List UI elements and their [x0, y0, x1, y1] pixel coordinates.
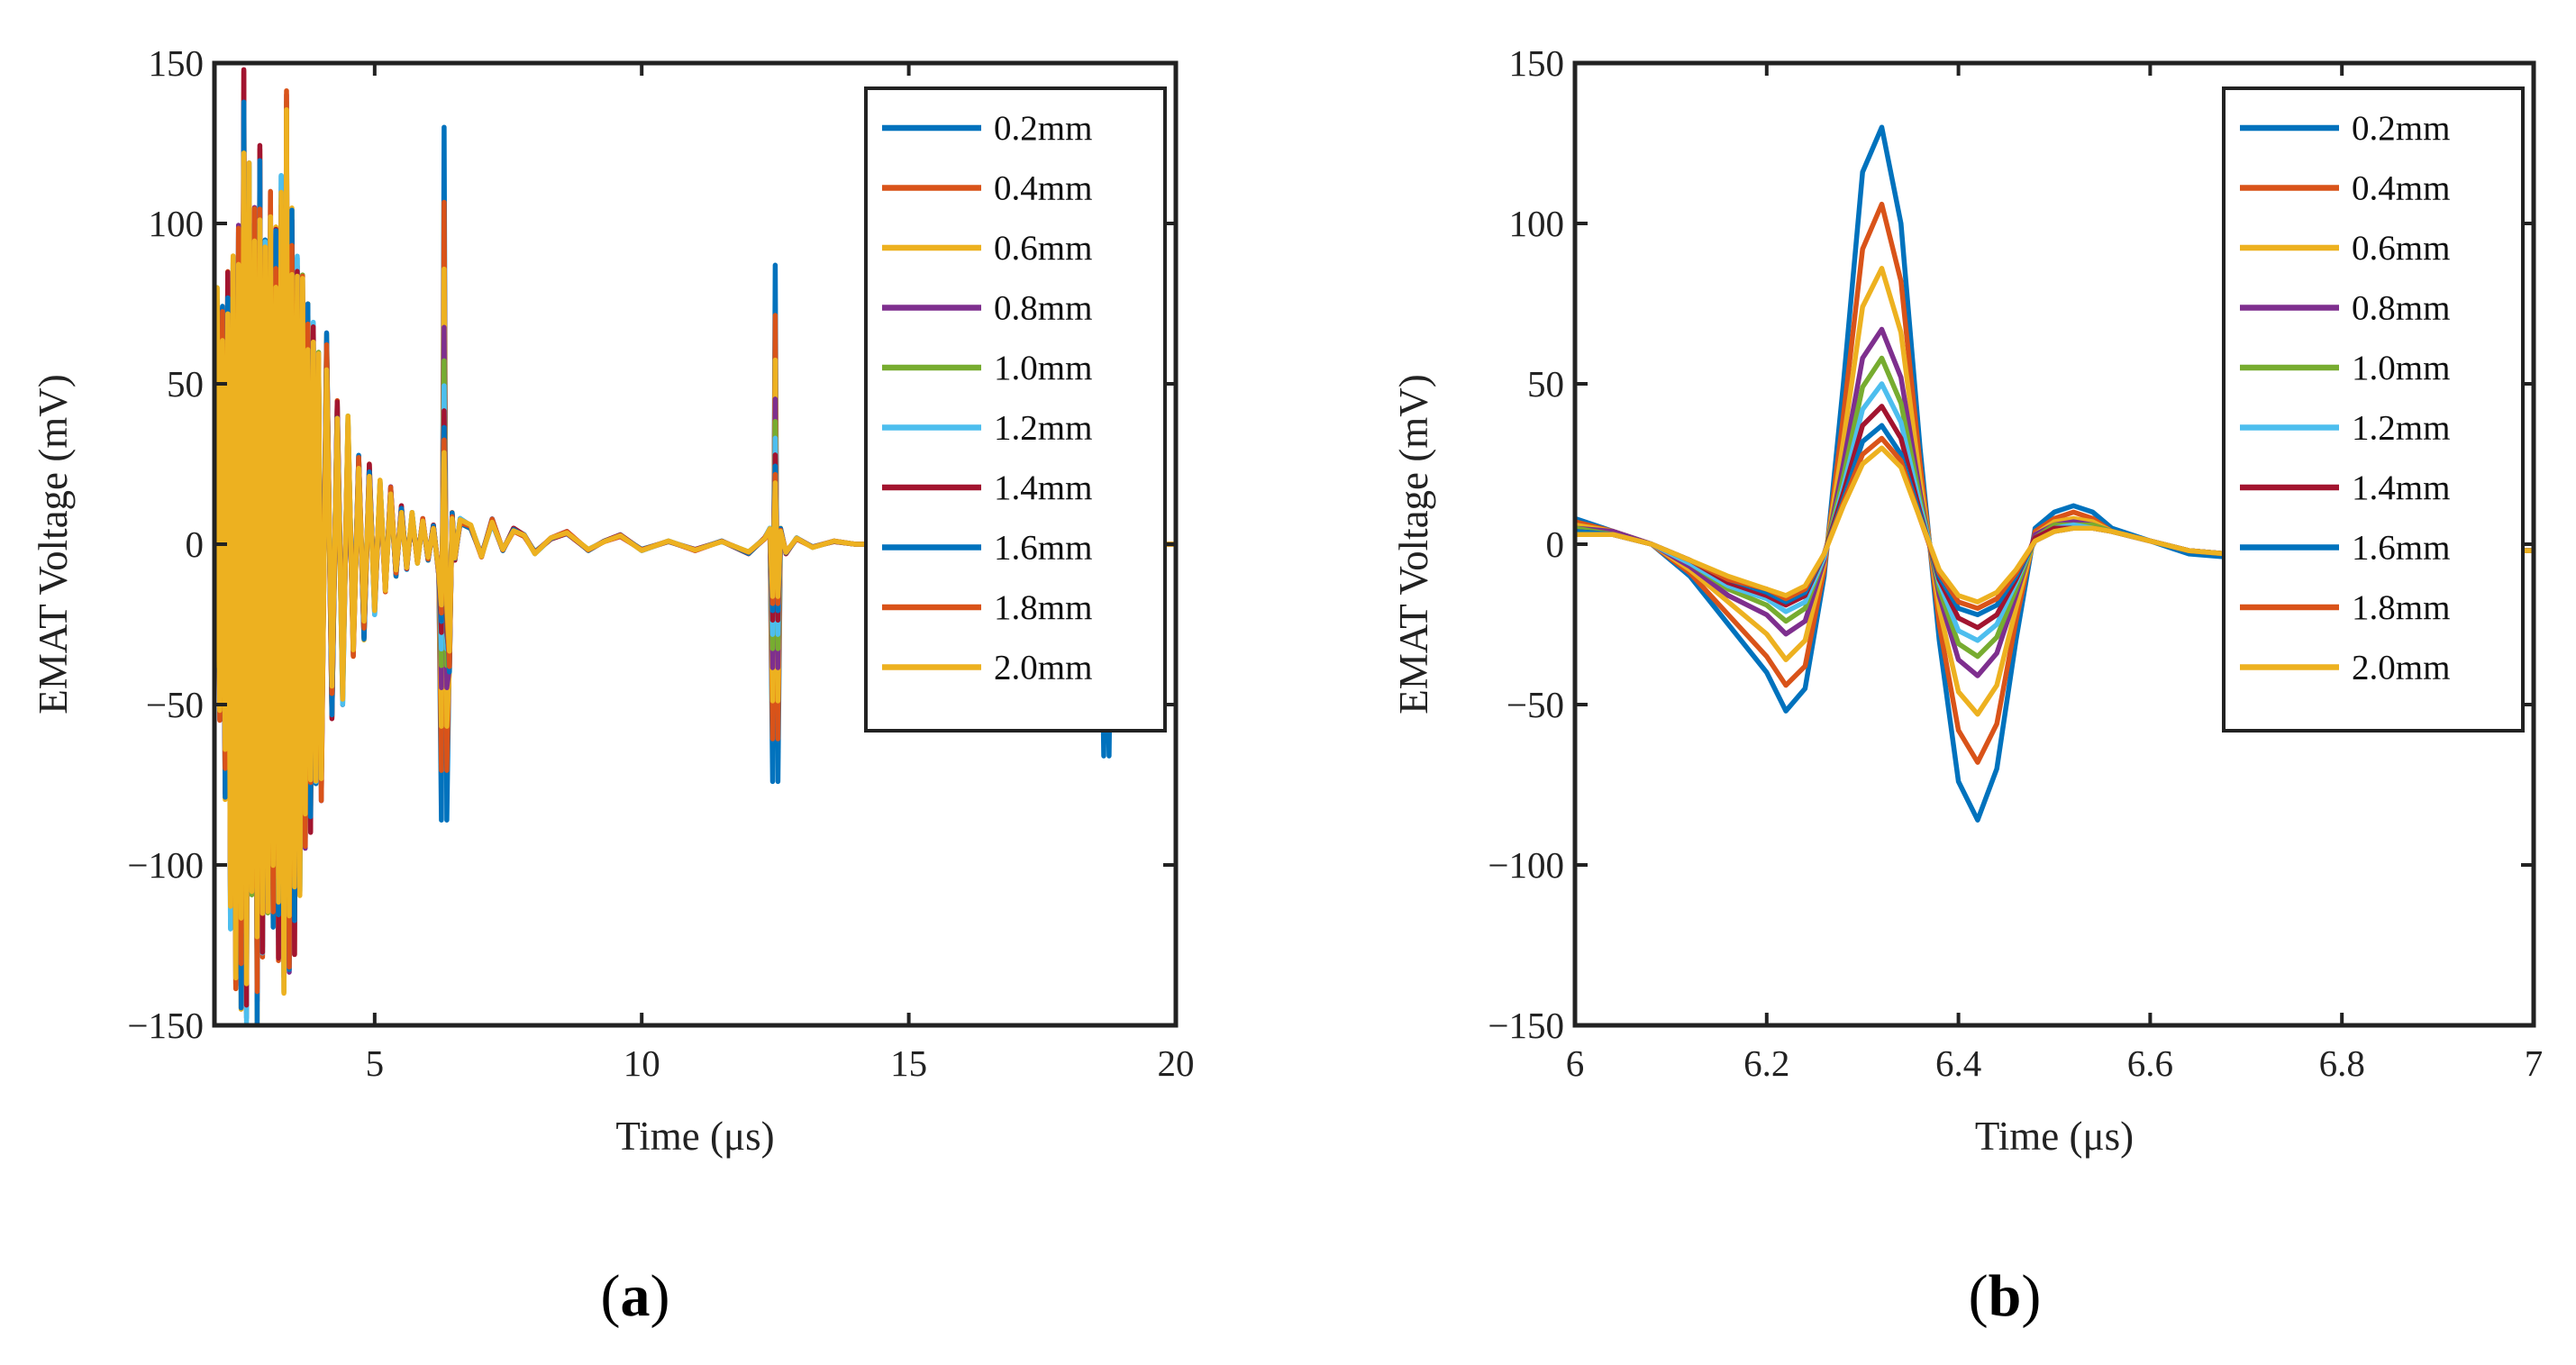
y-tick-label: 150: [149, 42, 205, 84]
y-tick-label: −100: [1488, 844, 1564, 886]
y-tick-label: 100: [149, 203, 205, 244]
x-tick-label: 6.2: [1743, 1042, 1789, 1084]
legend-entry: 2.0mm: [2352, 649, 2450, 687]
panel-label: (b): [1969, 1263, 2042, 1329]
legend-entry: 1.8mm: [2352, 588, 2450, 627]
panel-label-close: ): [2021, 1263, 2041, 1329]
panel-label-close: ): [651, 1263, 670, 1329]
panel-label-open: (: [601, 1263, 621, 1329]
legend-entry: 1.8mm: [994, 588, 1092, 627]
legend: 0.2mm 0.4mm 0.6mm 0.8mm 1.0mm 1.2mm 1.4mm 1.6mm…: [2222, 86, 2525, 733]
legend-entry: 0.2mm: [994, 109, 1092, 148]
x-tick-label: 20: [1158, 1042, 1195, 1084]
legend-entry: 1.2mm: [2352, 409, 2450, 448]
legend-entry: 1.0mm: [994, 349, 1092, 387]
series-line-2.0mm: [214, 107, 1176, 996]
y-tick-label: 0: [186, 523, 205, 565]
y-tick-label: 50: [1527, 363, 1564, 405]
legend-entry: 1.0mm: [2352, 349, 2450, 387]
x-tick-label: 6.4: [1935, 1042, 1981, 1084]
legend-entry: 1.4mm: [994, 469, 1092, 507]
x-tick-label: 7: [2525, 1042, 2544, 1084]
y-axis-label: EMAT Voltage (mV): [31, 374, 76, 714]
x-tick-label: 6: [1566, 1042, 1585, 1084]
y-tick-label: −100: [127, 844, 204, 886]
series-lines: [214, 67, 1176, 1025]
chart-b: −150 −100 −50 0 50 100 150 6 6.2 6.4 6.6 6.8 7 Time (…: [1391, 42, 2543, 1329]
legend-box: [2222, 86, 2525, 733]
legend: 0.2mm 0.4mm 0.6mm 0.8mm 1.0mm 1.2mm 1.4mm 1.6mm…: [864, 86, 1167, 733]
chart-a: −150 −100 −50 0 50 100 150 5 10 15 20 Time (μs) EMAT…: [31, 42, 1195, 1329]
legend-entry: 0.4mm: [2352, 169, 2450, 208]
y-tick-label: 150: [1509, 42, 1565, 84]
legend-entry: 0.6mm: [994, 229, 1092, 268]
legend-entry: 1.6mm: [994, 529, 1092, 568]
y-tick-label: −50: [1506, 684, 1564, 725]
legend-entry: 0.6mm: [2352, 229, 2450, 268]
legend-entry: 0.8mm: [994, 289, 1092, 328]
x-tick-label: 10: [624, 1042, 660, 1084]
legend-entry: 2.0mm: [994, 649, 1092, 687]
panel-label-letter: a: [621, 1263, 651, 1329]
panel-label-open: (: [1969, 1263, 1989, 1329]
x-tick-label: 5: [366, 1042, 385, 1084]
y-tick-label: −150: [1488, 1005, 1564, 1046]
legend-entry: 1.6mm: [2352, 529, 2450, 568]
x-axis-label: Time (μs): [1975, 1114, 2134, 1159]
y-tick-label: 0: [1546, 523, 1565, 565]
legend-entry: 0.2mm: [2352, 109, 2450, 148]
panel-label: (a): [601, 1263, 670, 1329]
legend-entry: 0.8mm: [2352, 289, 2450, 328]
legend-entry: 1.4mm: [2352, 469, 2450, 507]
x-tick-label: 15: [890, 1042, 927, 1084]
y-tick-label: −150: [127, 1005, 204, 1046]
panel-label-letter: b: [1989, 1263, 2022, 1329]
x-axis-label: Time (μs): [615, 1114, 774, 1159]
x-tick-label: 6.8: [2319, 1042, 2365, 1084]
legend-entry: 1.2mm: [994, 409, 1092, 448]
legend-entry: 0.4mm: [994, 169, 1092, 208]
x-tick-label: 6.6: [2127, 1042, 2173, 1084]
y-tick-label: −50: [146, 684, 204, 725]
y-tick-label: 50: [167, 363, 204, 405]
y-axis-label: EMAT Voltage (mV): [1391, 374, 1436, 714]
legend-box: [864, 86, 1167, 733]
y-tick-label: 100: [1509, 203, 1565, 244]
